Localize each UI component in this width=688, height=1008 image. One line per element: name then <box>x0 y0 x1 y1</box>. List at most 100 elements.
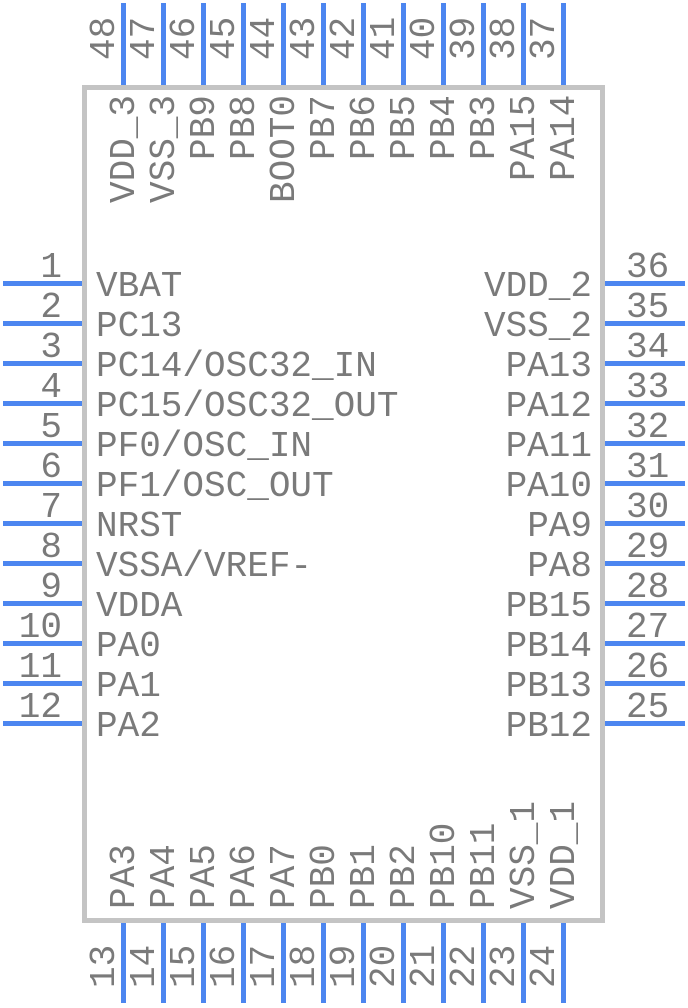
pin-number: 10 <box>18 607 62 648</box>
pin-number: 11 <box>18 647 62 688</box>
pin-line <box>605 441 685 446</box>
pin-number: 39 <box>444 16 485 60</box>
pin-name: PC15/OSC32_OUT <box>96 386 399 427</box>
pin-number: 37 <box>524 16 565 60</box>
pin-number: 46 <box>164 16 205 60</box>
pin-name: PC13 <box>96 306 183 347</box>
pin-line <box>605 641 685 646</box>
pin-number: 32 <box>626 407 670 448</box>
pin-line <box>605 481 685 486</box>
pin-number: 47 <box>124 16 165 60</box>
pin-line <box>401 3 406 85</box>
pin-line <box>161 3 166 85</box>
pin-name: PB13 <box>505 666 592 707</box>
pin-line <box>121 3 126 85</box>
pin-number: 24 <box>524 945 565 989</box>
pin-line <box>121 923 126 1003</box>
pin-line <box>201 3 206 85</box>
pin-name: PF0/OSC_IN <box>96 426 313 467</box>
pin-line <box>3 321 82 326</box>
pin-number: 33 <box>626 367 670 408</box>
pin-name: PA12 <box>505 386 592 427</box>
pin-name: VDD_2 <box>483 266 592 307</box>
pin-number: 27 <box>626 607 670 648</box>
pin-number: 4 <box>40 367 62 408</box>
pin-name: VBAT <box>96 266 183 307</box>
pin-line <box>605 521 685 526</box>
pin-number: 36 <box>626 247 670 288</box>
pin-number: 31 <box>626 447 670 488</box>
pin-line <box>605 401 685 406</box>
pin-number: 7 <box>40 487 62 528</box>
pin-number: 18 <box>284 945 325 989</box>
pin-number: 21 <box>404 945 445 989</box>
pin-number: 28 <box>626 567 670 608</box>
pin-number: 26 <box>626 647 670 688</box>
pin-number: 1 <box>40 247 62 288</box>
pin-line <box>481 3 486 85</box>
pin-name: VSSA/VREF- <box>96 546 313 587</box>
pin-number: 3 <box>40 327 62 368</box>
pin-line <box>321 923 326 1003</box>
pin-name: PB12 <box>505 706 592 747</box>
pin-number: 35 <box>626 287 670 328</box>
pin-name: PA9 <box>527 506 592 547</box>
pin-name: PA11 <box>505 426 592 467</box>
pin-name: PA2 <box>96 706 161 747</box>
pin-line <box>561 923 566 1003</box>
pin-line <box>3 441 82 446</box>
pin-line <box>605 681 685 686</box>
pin-number: 40 <box>404 16 445 60</box>
pin-line <box>3 361 82 366</box>
pin-line <box>161 923 166 1003</box>
pin-line <box>3 561 82 566</box>
pin-number: 41 <box>364 16 405 60</box>
pin-line <box>481 923 486 1003</box>
pin-number: 44 <box>244 16 285 60</box>
pin-number: 13 <box>84 945 125 989</box>
pin-name: PF1/OSC_OUT <box>96 466 334 507</box>
pin-name: NRST <box>96 506 183 547</box>
pin-number: 9 <box>40 567 62 608</box>
pin-number: 34 <box>626 327 670 368</box>
pin-line <box>605 361 685 366</box>
pin-line <box>3 481 82 486</box>
pin-line <box>3 521 82 526</box>
pin-name: VSS_2 <box>483 306 592 347</box>
pin-line <box>3 401 82 406</box>
pin-line <box>281 923 286 1003</box>
pin-line <box>561 3 566 85</box>
pin-number: 12 <box>18 687 62 728</box>
pin-line <box>441 923 446 1003</box>
pin-line <box>241 923 246 1003</box>
pin-number: 16 <box>204 945 245 989</box>
pin-line <box>3 641 82 646</box>
pin-name: PA0 <box>96 626 161 667</box>
pin-number: 48 <box>84 16 125 60</box>
pin-line <box>3 601 82 606</box>
pin-line <box>321 3 326 85</box>
pin-name: PA1 <box>96 666 161 707</box>
pin-name: PA10 <box>505 466 592 507</box>
pin-line <box>605 601 685 606</box>
pin-line <box>3 681 82 686</box>
pin-line <box>361 3 366 85</box>
pin-number: 8 <box>40 527 62 568</box>
pin-line <box>605 321 685 326</box>
pin-line <box>241 3 246 85</box>
pin-number: 30 <box>626 487 670 528</box>
pin-number: 45 <box>204 16 245 60</box>
pin-name: PA13 <box>505 346 592 387</box>
pin-line <box>281 3 286 85</box>
pin-line <box>201 923 206 1003</box>
pin-number: 5 <box>40 407 62 448</box>
pin-line <box>401 923 406 1003</box>
pin-name: VDDA <box>96 586 183 627</box>
pin-number: 20 <box>364 945 405 989</box>
pin-number: 14 <box>124 945 165 989</box>
pin-line <box>605 281 685 286</box>
pin-number: 22 <box>444 945 485 989</box>
pin-number: 17 <box>244 945 285 989</box>
pin-number: 15 <box>164 945 205 989</box>
